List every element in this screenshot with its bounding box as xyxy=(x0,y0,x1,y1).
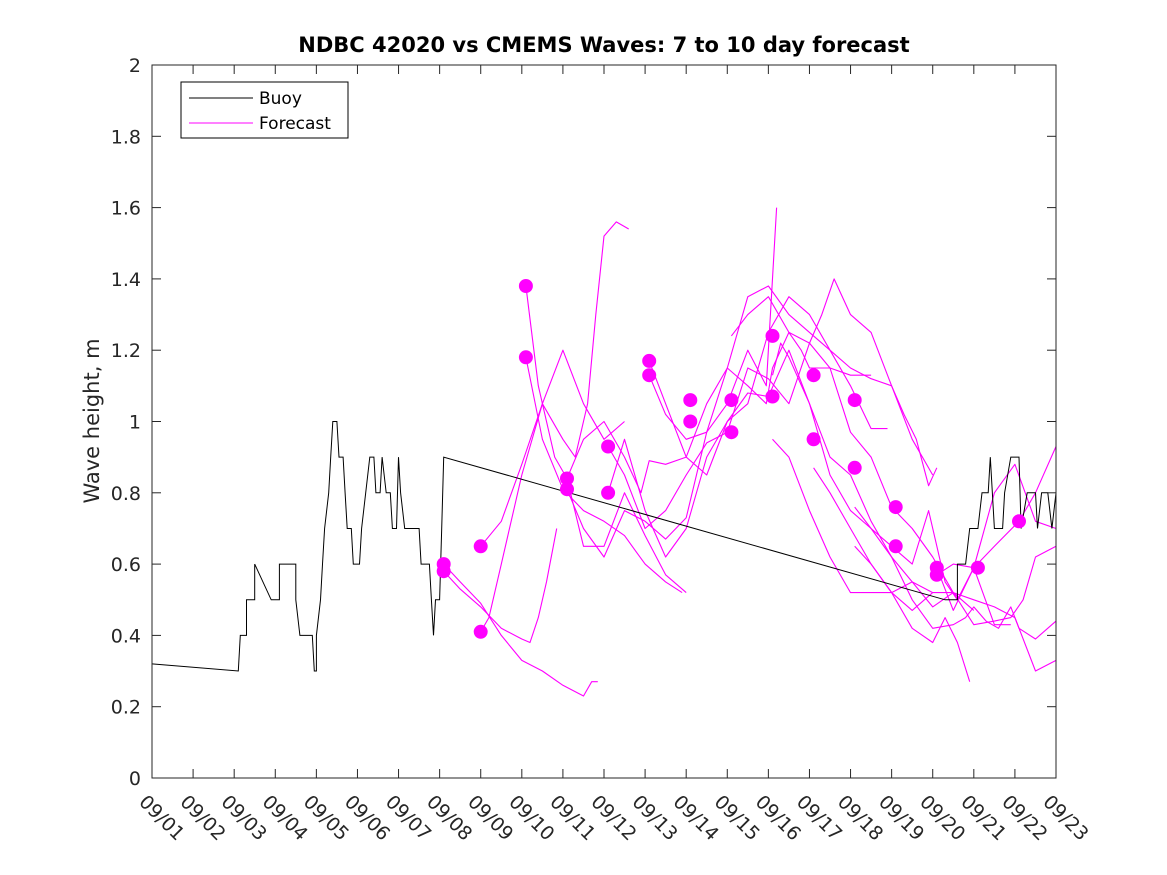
forecast-start-marker-15 xyxy=(724,393,739,408)
y-tick-label: 0 xyxy=(129,768,141,790)
forecast-start-marker-19 xyxy=(806,368,821,383)
forecast-start-marker-21 xyxy=(847,393,862,408)
forecast-line-1 xyxy=(443,528,558,644)
y-tick-label: 2 xyxy=(129,55,141,77)
forecast-start-marker-3 xyxy=(473,539,488,554)
forecast-line-3 xyxy=(480,221,629,547)
y-tick-label: 0.2 xyxy=(111,697,141,719)
forecast-line-15 xyxy=(772,438,971,682)
legend: Buoy Forecast xyxy=(180,81,349,139)
forecast-start-marker-13 xyxy=(683,393,698,408)
forecast-line-17 xyxy=(854,506,1011,626)
legend-box xyxy=(180,81,349,139)
forecast-line-2 xyxy=(443,563,598,697)
chart-title: NDBC 42020 vs CMEMS Waves: 7 to 10 day f… xyxy=(298,33,909,57)
forecast-line-12 xyxy=(648,285,938,487)
forecast-start-marker-8 xyxy=(560,482,574,497)
forecast-start-marker-12 xyxy=(642,368,657,383)
y-tick-label: 1.6 xyxy=(111,198,141,220)
forecast-start-marker-9 xyxy=(601,485,616,500)
forecast-line-20 xyxy=(936,463,1057,576)
forecast-line-13 xyxy=(730,296,872,376)
forecast-line-18 xyxy=(854,545,1057,626)
legend-buoy-label: Buoy xyxy=(259,89,302,109)
forecast-start-marker-11 xyxy=(642,353,657,368)
forecast-start-marker-23 xyxy=(888,500,903,515)
forecast-start-marker-17 xyxy=(765,328,780,343)
forecast-line-8 xyxy=(566,207,778,558)
y-tick-label: 0.6 xyxy=(111,554,141,576)
y-axis-label: Wave height, m xyxy=(80,338,104,503)
forecast-line-10 xyxy=(607,342,975,611)
forecast-line-5 xyxy=(525,285,687,594)
forecast-start-marker-10 xyxy=(601,439,616,454)
forecast-line-14 xyxy=(771,342,1057,640)
y-tick-label: 1 xyxy=(129,412,141,434)
forecast-start-marker-26 xyxy=(929,567,944,582)
series-layer xyxy=(151,207,1057,697)
y-tick-label: 1.2 xyxy=(111,340,141,362)
forecast-start-marker-28 xyxy=(1012,514,1026,529)
forecast-start-marker-22 xyxy=(847,460,862,475)
y-tick-label: 0.8 xyxy=(111,483,141,505)
forecast-start-marker-14 xyxy=(683,414,698,429)
forecast-start-marker-18 xyxy=(765,389,780,404)
forecast-start-marker-16 xyxy=(724,425,739,440)
forecast-start-marker-4 xyxy=(473,624,488,639)
forecast-start-marker-5 xyxy=(518,279,533,293)
legend-forecast-label: Forecast xyxy=(259,114,331,134)
forecast-start-marker-20 xyxy=(806,432,821,447)
forecast-line-6 xyxy=(525,357,683,594)
buoy-line xyxy=(151,421,1057,672)
forecast-start-marker-24 xyxy=(888,539,903,554)
y-tick-label: 1.8 xyxy=(111,126,141,148)
forecast-line-16 xyxy=(813,467,1057,672)
forecast-start-marker-27 xyxy=(970,560,985,575)
forecast-start-marker-6 xyxy=(518,350,533,365)
forecast-start-marker-2 xyxy=(436,557,451,572)
y-tick-label: 0.4 xyxy=(111,625,141,647)
y-tick-label: 1.4 xyxy=(111,269,141,291)
marker-layer xyxy=(436,279,1026,639)
